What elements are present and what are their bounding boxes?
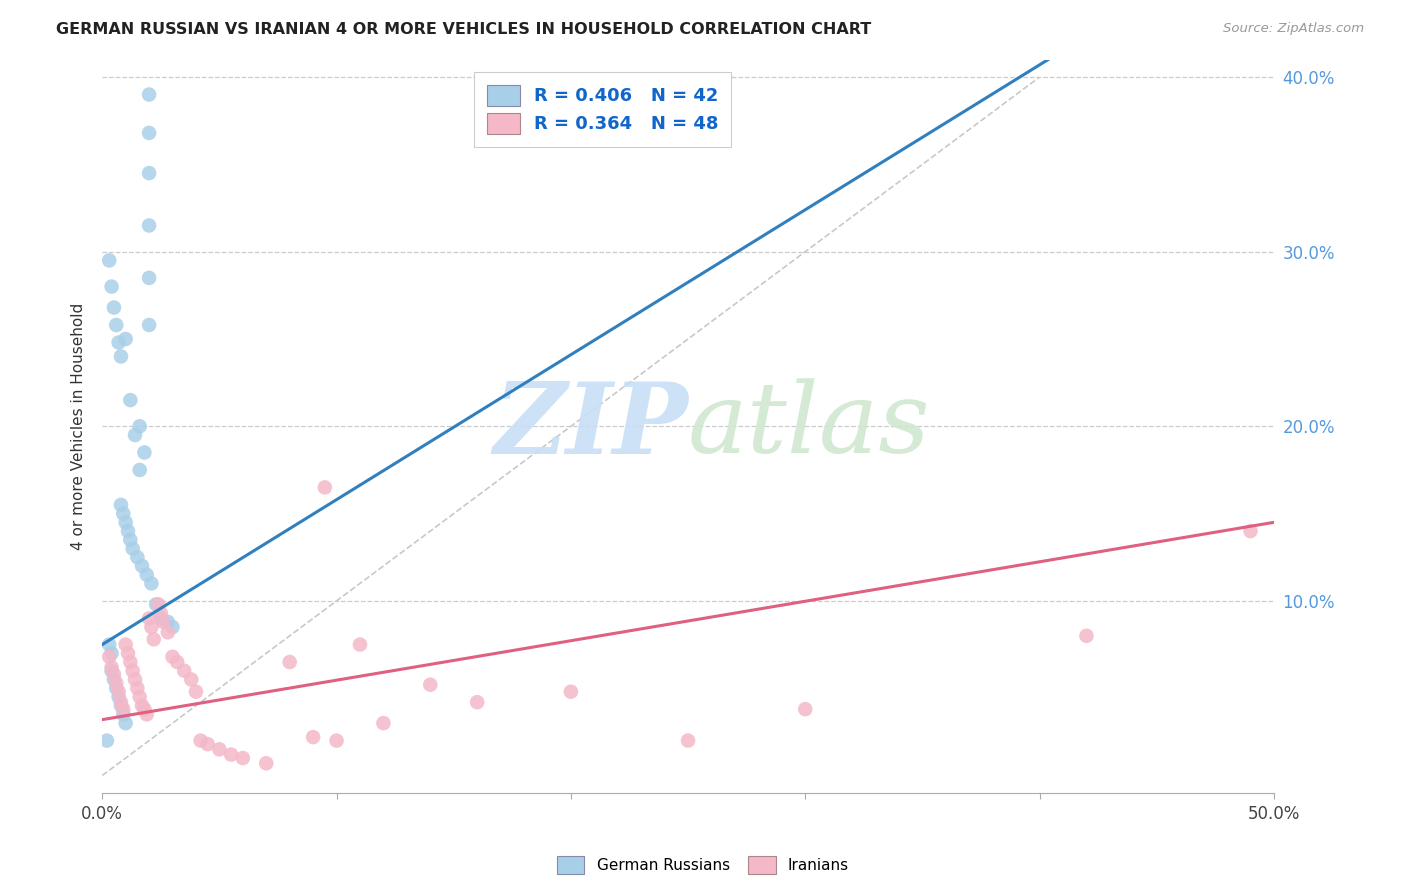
Point — [135, 707, 157, 722]
Point — [173, 664, 195, 678]
Point — [121, 541, 143, 556]
Point — [156, 615, 179, 629]
Point — [148, 598, 170, 612]
Point — [110, 498, 132, 512]
Point — [103, 673, 125, 687]
Point — [131, 698, 153, 713]
Point — [149, 611, 172, 625]
Point — [149, 606, 172, 620]
Point — [373, 716, 395, 731]
Point — [110, 698, 132, 713]
Point — [120, 655, 142, 669]
Point — [134, 702, 156, 716]
Point — [1076, 629, 1098, 643]
Point — [107, 690, 129, 704]
Point — [114, 332, 136, 346]
Point — [127, 550, 149, 565]
Text: ZIP: ZIP — [494, 378, 688, 475]
Point — [124, 428, 146, 442]
Point — [112, 702, 135, 716]
Point — [100, 664, 122, 678]
Point — [145, 598, 167, 612]
Point — [100, 660, 122, 674]
Point — [208, 742, 231, 756]
Point — [127, 681, 149, 696]
Point — [349, 638, 371, 652]
Point — [110, 695, 132, 709]
Point — [112, 507, 135, 521]
Point — [114, 716, 136, 731]
Point — [128, 419, 150, 434]
Point — [117, 646, 139, 660]
Point — [135, 567, 157, 582]
Point — [254, 756, 277, 771]
Point — [107, 335, 129, 350]
Point — [138, 126, 160, 140]
Point — [105, 318, 128, 332]
Point — [98, 253, 121, 268]
Point — [419, 678, 441, 692]
Point — [794, 702, 817, 716]
Point — [180, 673, 202, 687]
Point — [302, 730, 325, 744]
Point — [1239, 524, 1261, 538]
Point — [138, 271, 160, 285]
Point — [138, 219, 160, 233]
Text: Source: ZipAtlas.com: Source: ZipAtlas.com — [1223, 22, 1364, 36]
Point — [141, 620, 163, 634]
Point — [128, 690, 150, 704]
Point — [100, 279, 122, 293]
Legend: German Russians, Iranians: German Russians, Iranians — [551, 850, 855, 880]
Point — [138, 318, 160, 332]
Point — [134, 445, 156, 459]
Point — [107, 684, 129, 698]
Point — [197, 737, 219, 751]
Point — [325, 733, 347, 747]
Point — [162, 649, 184, 664]
Point — [141, 576, 163, 591]
Point — [676, 733, 699, 747]
Point — [98, 638, 121, 652]
Point — [219, 747, 242, 762]
Point — [103, 301, 125, 315]
Point — [314, 480, 336, 494]
Point — [112, 707, 135, 722]
Text: GERMAN RUSSIAN VS IRANIAN 4 OR MORE VEHICLES IN HOUSEHOLD CORRELATION CHART: GERMAN RUSSIAN VS IRANIAN 4 OR MORE VEHI… — [56, 22, 872, 37]
Point — [103, 667, 125, 681]
Point — [96, 733, 118, 747]
Point — [138, 87, 160, 102]
Point — [190, 733, 212, 747]
Point — [114, 638, 136, 652]
Point — [121, 664, 143, 678]
Point — [465, 695, 488, 709]
Legend: R = 0.406   N = 42, R = 0.364   N = 48: R = 0.406 N = 42, R = 0.364 N = 48 — [474, 72, 731, 146]
Point — [278, 655, 301, 669]
Point — [232, 751, 254, 765]
Point — [156, 625, 179, 640]
Point — [166, 655, 188, 669]
Point — [120, 533, 142, 547]
Point — [131, 559, 153, 574]
Point — [184, 684, 207, 698]
Point — [98, 649, 121, 664]
Point — [124, 673, 146, 687]
Point — [138, 611, 160, 625]
Point — [110, 350, 132, 364]
Point — [152, 615, 174, 629]
Point — [105, 681, 128, 696]
Text: atlas: atlas — [688, 378, 931, 474]
Point — [560, 684, 582, 698]
Point — [128, 463, 150, 477]
Point — [162, 620, 184, 634]
Point — [117, 524, 139, 538]
Y-axis label: 4 or more Vehicles in Household: 4 or more Vehicles in Household — [72, 302, 86, 549]
Point — [120, 393, 142, 408]
Point — [100, 646, 122, 660]
Point — [105, 676, 128, 690]
Point — [142, 632, 165, 647]
Point — [138, 166, 160, 180]
Point — [114, 516, 136, 530]
